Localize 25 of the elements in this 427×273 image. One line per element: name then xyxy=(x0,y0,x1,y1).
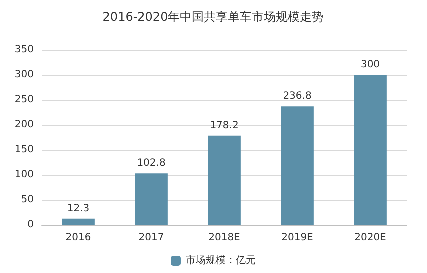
y-tick-label: 200 xyxy=(14,120,34,130)
y-tick-label: 250 xyxy=(14,94,34,106)
bar xyxy=(354,75,387,225)
bar xyxy=(62,218,95,225)
legend-label: 市场规模：亿元 xyxy=(186,254,256,266)
y-tick-label: 0 xyxy=(28,220,34,230)
x-tick-label: 2019E xyxy=(282,232,314,244)
data-label: 12.3 xyxy=(67,203,90,214)
data-label: 178.2 xyxy=(210,120,239,132)
y-tick-label: 50 xyxy=(21,194,34,206)
data-label: 102.8 xyxy=(137,158,166,170)
x-tick-label: 2016 xyxy=(66,232,92,244)
data-label: 236.8 xyxy=(283,91,312,102)
y-tick-label: 350 xyxy=(14,44,34,56)
data-label: 300 xyxy=(360,60,380,70)
bar xyxy=(135,174,168,225)
y-tick-label: 300 xyxy=(14,70,34,80)
bar xyxy=(281,106,314,225)
y-tick-label: 100 xyxy=(14,170,34,180)
x-tick-label: 2017 xyxy=(138,232,164,244)
x-tick-label: 2020E xyxy=(354,232,386,244)
bar xyxy=(208,136,241,225)
chart-title: 2016-2020年中国共享单车市场规模走势 xyxy=(102,10,324,24)
x-tick-label: 2018E xyxy=(208,232,240,244)
y-tick-label: 150 xyxy=(14,144,34,156)
